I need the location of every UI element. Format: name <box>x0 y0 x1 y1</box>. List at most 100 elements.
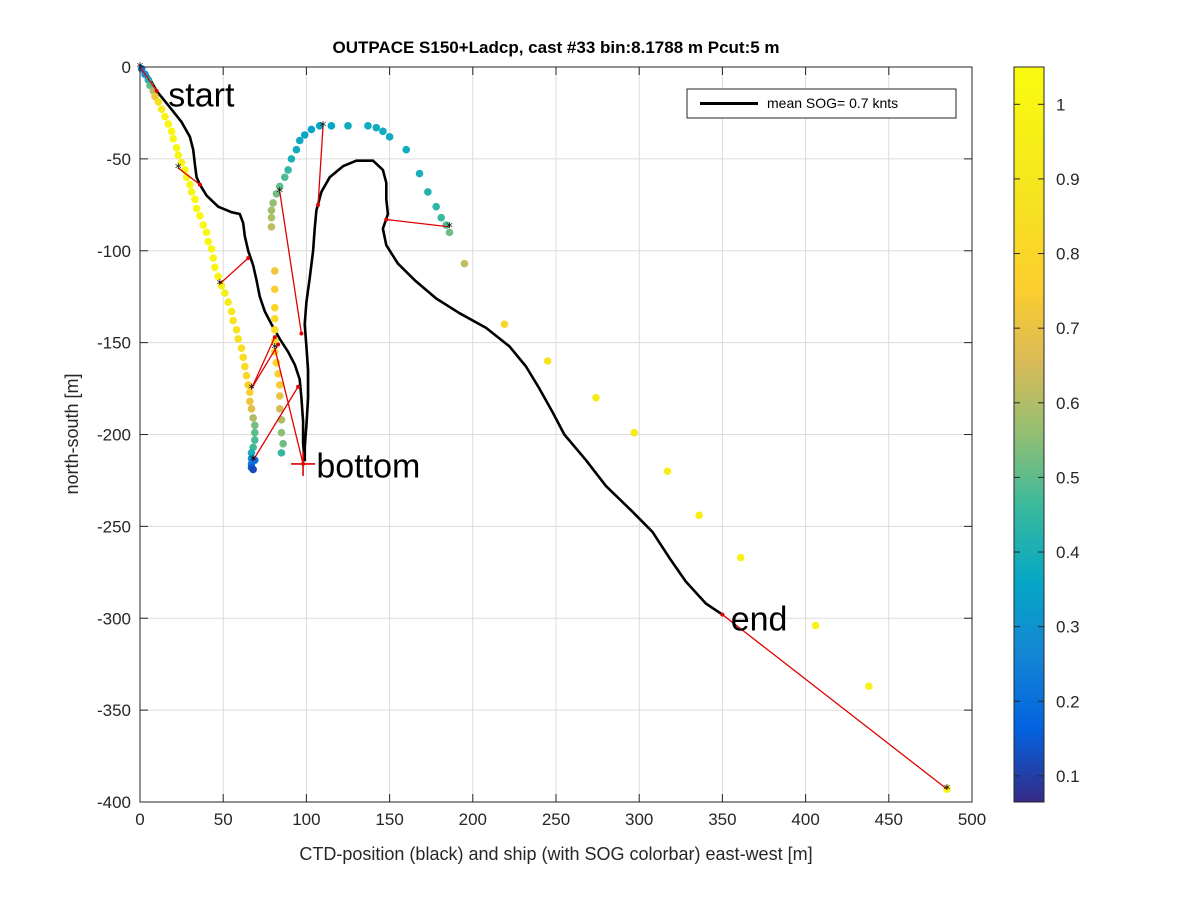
ship-point <box>270 303 279 312</box>
y-axis-ticks: 0 -50 -100 -150 -200 -250 -300 -350 -400 <box>97 58 972 812</box>
ship-point <box>543 357 552 365</box>
ship-point <box>164 120 173 128</box>
chart-title: OUTPACE S150+Ladcp, cast #33 bin:8.1788 … <box>332 38 779 57</box>
connector-line <box>219 257 249 285</box>
ship-point <box>217 281 226 290</box>
ship-point <box>246 388 254 397</box>
ship-point <box>229 316 237 325</box>
ship-point <box>199 221 208 229</box>
ship-point <box>267 206 276 215</box>
y-tick-label: -350 <box>97 701 131 720</box>
ship-point <box>169 134 178 143</box>
ship-point <box>167 127 176 136</box>
ship-point <box>270 267 279 275</box>
ship-point <box>251 436 259 444</box>
colorbar-tick-label: 0.5 <box>1056 468 1080 487</box>
ship-point <box>736 553 745 562</box>
ship-point <box>275 381 284 389</box>
ctd-track <box>139 66 724 616</box>
x-tick-label: 150 <box>375 810 403 829</box>
ship-point <box>242 371 251 380</box>
ctd-point-marker <box>384 217 389 222</box>
ship-point <box>500 320 509 329</box>
ship-point <box>249 414 257 422</box>
ship-point <box>460 259 469 268</box>
x-tick-label: 250 <box>542 810 570 829</box>
ship-point <box>249 465 257 474</box>
connector-lines <box>139 66 948 790</box>
colorbar-tick-label: 0.8 <box>1056 245 1080 264</box>
ctd-point-marker <box>299 331 304 336</box>
ship-point <box>234 335 242 343</box>
ship-point <box>267 223 276 231</box>
ship-point <box>174 151 183 159</box>
ship-point <box>251 428 259 437</box>
ship-point <box>307 125 316 134</box>
ship-point <box>244 381 252 389</box>
y-tick-label: 0 <box>122 58 131 77</box>
connector-line <box>317 125 324 205</box>
ship-point <box>221 289 229 297</box>
ship-position-star: * <box>175 162 182 177</box>
ctd-point-marker <box>154 88 159 93</box>
x-axis-ticks: 0 50 100 150 200 250 300 350 400 450 500 <box>135 67 986 829</box>
legend: mean SOG= 0.7 knts <box>686 88 957 119</box>
ship-point <box>327 122 336 130</box>
x-tick-label: 300 <box>625 810 653 829</box>
ship-point <box>295 136 304 145</box>
ship-point <box>267 213 276 222</box>
ship-point <box>204 237 213 246</box>
connector-line <box>722 614 948 790</box>
ctd-point-marker <box>272 335 277 340</box>
x-axis-label: CTD-position (black) and ship (with SOG … <box>299 844 812 864</box>
ctd-point-marker <box>276 342 281 347</box>
ctd-point-marker <box>296 384 301 389</box>
ship-point <box>239 353 247 362</box>
legend-label: mean SOG= 0.7 knts <box>767 95 898 111</box>
ship-point <box>364 122 372 130</box>
x-tick-label: 0 <box>135 810 144 829</box>
ship-point <box>177 158 186 167</box>
y-tick-label: -50 <box>106 150 131 169</box>
ship-positions <box>137 65 951 793</box>
connector-line <box>252 386 299 461</box>
ship-point <box>437 213 445 222</box>
x-tick-label: 400 <box>791 810 819 829</box>
ship-point <box>246 397 254 406</box>
ship-point <box>344 122 352 130</box>
ship-point <box>630 428 639 437</box>
ship-point <box>192 204 201 213</box>
colorbar-tick-label: 0.3 <box>1056 618 1080 637</box>
ctd-point-marker <box>246 256 251 261</box>
x-tick-label: 100 <box>292 810 320 829</box>
connector-line <box>250 336 276 389</box>
ship-point <box>270 314 279 323</box>
x-tick-label: 50 <box>214 810 233 829</box>
ship-position-star: * <box>248 383 255 398</box>
ship-point <box>247 449 256 457</box>
ship-point <box>275 392 284 400</box>
connector-line <box>274 347 304 465</box>
ship-point <box>432 202 440 211</box>
ship-point <box>315 122 324 130</box>
colorbar-tick-label: 1 <box>1056 95 1065 114</box>
connector-line <box>386 218 450 228</box>
ship-point <box>247 404 256 413</box>
ship-position-star: * <box>272 342 279 357</box>
ship-point <box>196 212 204 220</box>
x-tick-label: 350 <box>708 810 736 829</box>
ship-point <box>402 145 411 154</box>
y-tick-label: -150 <box>97 334 131 353</box>
ship-point <box>272 189 281 198</box>
ship-point <box>663 467 672 476</box>
y-tick-label: -300 <box>97 609 131 628</box>
annotation-end: end <box>731 600 788 638</box>
colorbar-tick-label: 0.6 <box>1056 394 1080 413</box>
ship-point <box>157 105 166 114</box>
ship-point <box>300 131 309 139</box>
ship-point <box>372 123 381 132</box>
ship-point <box>275 404 284 413</box>
ship-point <box>224 298 232 307</box>
ship-point <box>445 228 454 237</box>
ctd-track-line <box>139 66 724 616</box>
